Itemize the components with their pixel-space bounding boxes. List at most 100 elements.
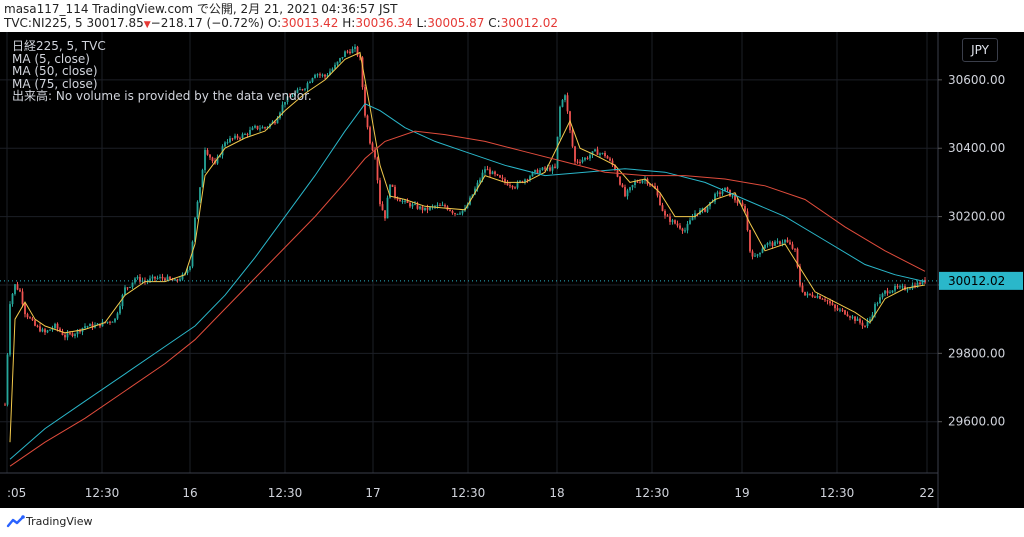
candle-body: [801, 285, 804, 292]
price-chart[interactable]: 29600.0029800.0030000.0030200.0030400.00…: [0, 32, 1024, 508]
candle-body: [294, 92, 296, 97]
candle-body: [254, 125, 256, 128]
candle-body: [839, 309, 841, 311]
candle-body: [84, 326, 86, 328]
candle-body: [751, 251, 754, 257]
candle-body: [441, 204, 444, 206]
candle-body: [861, 322, 864, 326]
candle-body: [229, 138, 231, 143]
time-axis[interactable]: :05 12:30 16 12:30 17 12:30 18 12:30 19 12:30 22: [7, 486, 935, 500]
low-label: L:: [416, 16, 428, 30]
currency-button[interactable]: JPY: [962, 38, 998, 62]
candle-body: [491, 171, 494, 175]
candle-body: [139, 277, 141, 282]
candle-body: [396, 197, 399, 200]
candle-body: [196, 201, 199, 218]
candle-body: [806, 293, 809, 296]
candle-body: [556, 136, 559, 168]
candle-body: [584, 157, 586, 160]
candle-body: [754, 255, 756, 257]
candle-body: [56, 323, 59, 329]
candle-body: [876, 303, 879, 305]
candle-body: [749, 230, 751, 252]
time-tick-label: 17: [365, 486, 380, 500]
candle-body: [661, 205, 664, 211]
candle-body: [561, 100, 564, 107]
candle-body: [856, 318, 859, 321]
candle-body: [339, 58, 341, 62]
candle-body: [389, 184, 391, 198]
candle-body: [289, 96, 291, 98]
candle-body: [386, 197, 389, 219]
candle-body: [579, 162, 581, 164]
candle-body: [701, 208, 704, 211]
candle-body: [246, 134, 249, 136]
candle-body: [216, 157, 219, 164]
ma50-line: [9, 103, 926, 460]
price-tick-label: 29800.00: [948, 346, 1005, 360]
candle-body: [611, 160, 614, 166]
candle-body: [589, 155, 591, 159]
candle-body: [551, 166, 554, 171]
candle-body: [544, 167, 546, 169]
candle-body: [166, 276, 169, 281]
candle-body: [874, 304, 876, 315]
candle-body: [266, 126, 269, 128]
candle-body: [794, 248, 796, 250]
candle-body: [849, 316, 851, 318]
chart-pane[interactable]: 29600.0029800.0030000.0030200.0030400.00…: [0, 32, 1024, 508]
candle-body: [864, 325, 866, 327]
candle-body: [359, 55, 361, 58]
ma75-line: [9, 130, 926, 467]
price-tick-label: 30200.00: [948, 210, 1005, 224]
candle-body: [831, 303, 834, 305]
candle-body: [11, 293, 14, 305]
candle-body: [901, 286, 904, 288]
candle-body: [814, 296, 816, 298]
candle-body: [869, 319, 871, 322]
candle-body: [479, 179, 481, 183]
candle-body: [606, 156, 609, 159]
candle-body: [391, 184, 394, 187]
candle-body: [614, 165, 616, 171]
open-label: O:: [267, 16, 282, 30]
candle-body: [554, 166, 556, 168]
candle-body: [91, 324, 94, 328]
candle-body: [671, 220, 674, 222]
candle-body: [234, 135, 236, 139]
candle-body: [786, 239, 789, 243]
candle-body: [124, 287, 126, 295]
candle-body: [604, 152, 606, 157]
candle-body: [476, 182, 479, 189]
candle-body: [704, 208, 706, 212]
candle-body: [841, 309, 844, 311]
candle-body: [621, 184, 624, 188]
high-value: 30036.34: [355, 16, 413, 30]
candle-body: [499, 175, 501, 178]
candle-body: [14, 284, 16, 294]
candle-body: [511, 185, 514, 188]
candle-body: [509, 185, 511, 187]
candle-body: [459, 213, 461, 215]
candle-body: [136, 277, 139, 279]
candle-body: [79, 329, 81, 332]
candle-body: [9, 304, 11, 355]
moving-averages: [9, 51, 926, 467]
candle-body: [276, 118, 279, 124]
candle-body: [619, 176, 621, 185]
candle-body: [21, 291, 24, 305]
legend-ma75: MA (75, close): [12, 76, 98, 91]
candle-body: [834, 304, 836, 309]
price-axis[interactable]: 29600.0029800.0030000.0030200.0030400.00…: [938, 73, 1005, 429]
candle-body: [264, 127, 266, 129]
candle-body: [366, 115, 369, 128]
candle-body: [736, 200, 739, 204]
candle-body: [394, 186, 396, 198]
candle-body: [486, 169, 489, 171]
legend-symbol: 日経225, 5, TVC: [12, 39, 106, 53]
candle-body: [909, 288, 911, 290]
candle-body: [114, 318, 116, 322]
candle-body: [721, 191, 724, 194]
candle-body: [119, 306, 121, 314]
candle-body: [759, 252, 761, 255]
